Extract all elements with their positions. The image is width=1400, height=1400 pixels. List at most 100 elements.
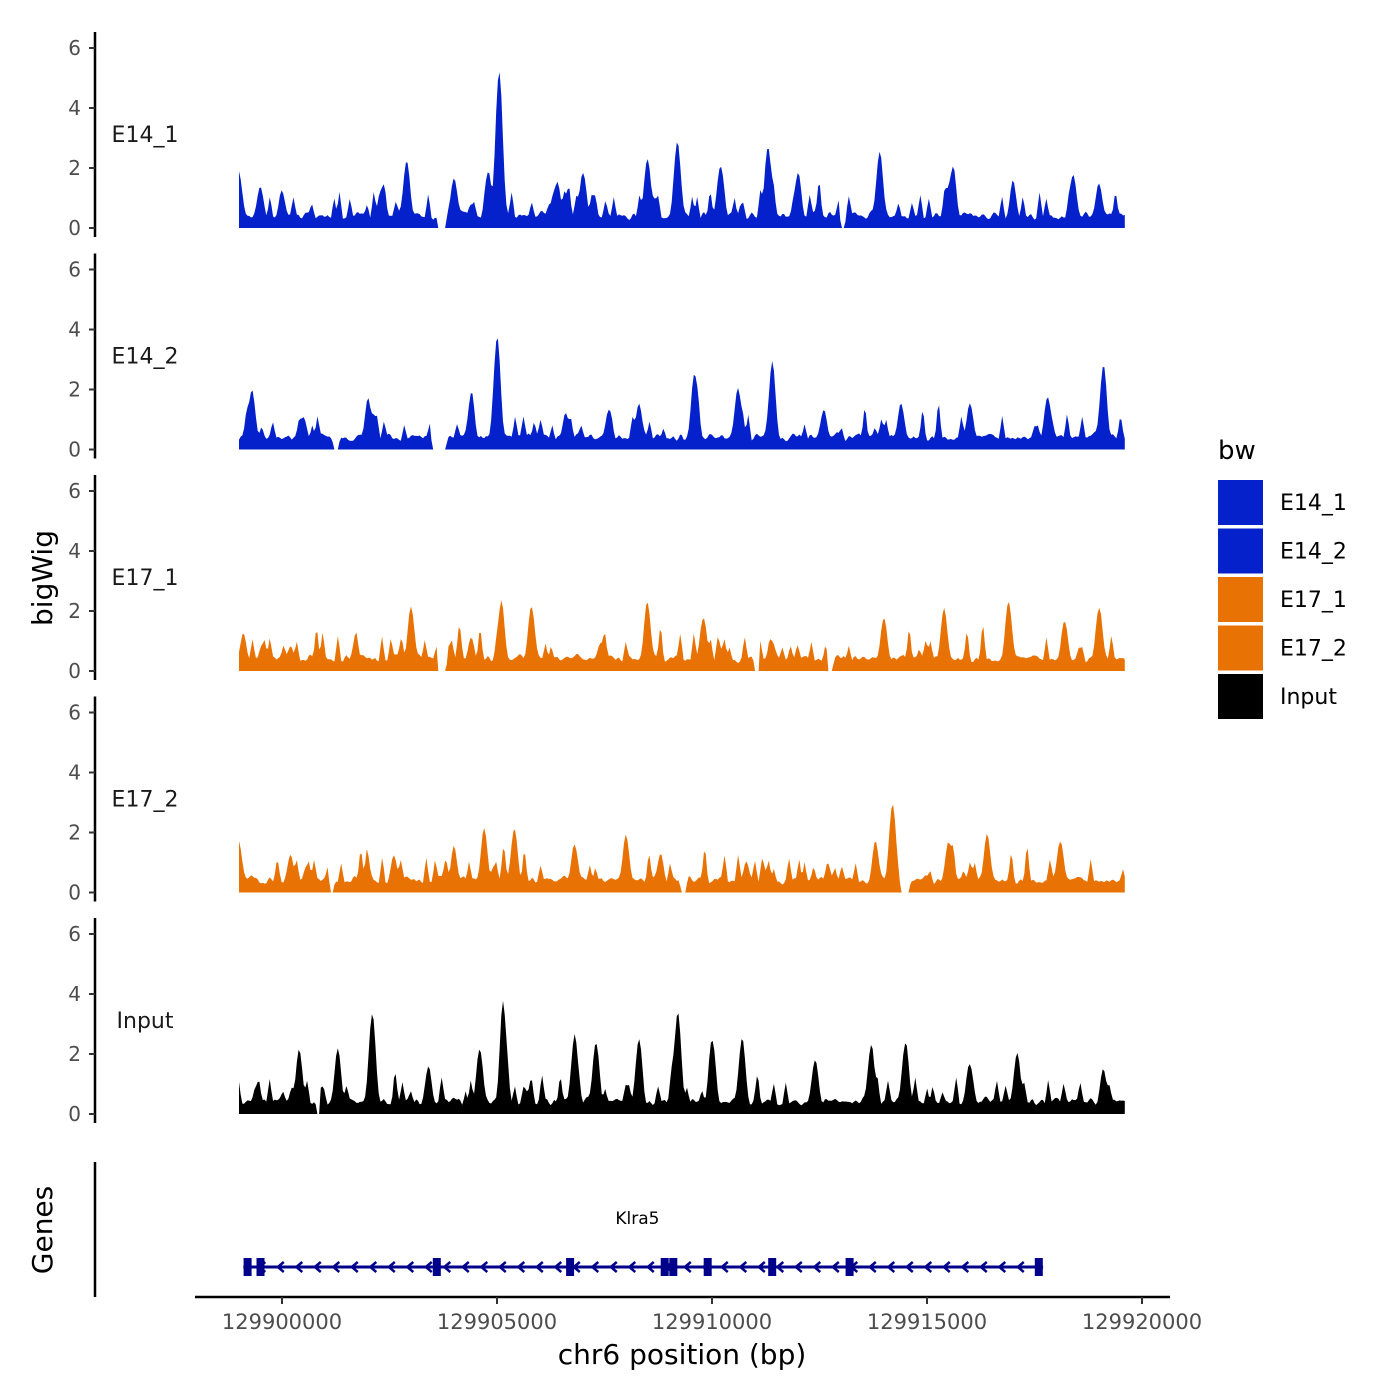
y-tick-label: 6 xyxy=(68,258,81,282)
strand-arrow xyxy=(886,1261,896,1273)
strand-arrow xyxy=(830,1261,840,1273)
strand-arrow xyxy=(1015,1261,1025,1273)
legend-swatch-e14_2 xyxy=(1218,528,1263,574)
gene-exon xyxy=(1034,1258,1043,1276)
strand-arrow xyxy=(442,1261,452,1273)
strand-arrow xyxy=(923,1261,933,1273)
legend-swatch-e17_2 xyxy=(1218,625,1263,671)
strand-arrow xyxy=(497,1261,507,1273)
bigwig-tracks: 0 2 4 6 E14_1 0 2 4 6 E14_2 0 2 4 6 E17_1 0 2 4 6 E17_2 0 2 4 6… xyxy=(68,32,1125,1126)
strand-arrow xyxy=(867,1261,877,1273)
gene-exon xyxy=(768,1258,777,1276)
gene-name-label: Klra5 xyxy=(615,1209,659,1229)
legend: bw E14_1 E14_2 E17_1 E17_2 Input xyxy=(1218,436,1347,719)
y-tick-label: 2 xyxy=(68,156,81,180)
gene-model xyxy=(243,1258,1044,1276)
track-label-e14_1: E14_1 xyxy=(112,123,179,148)
x-tick-label: 129900000 xyxy=(222,1310,342,1334)
track-label-input: Input xyxy=(117,1009,174,1034)
y-tick-label: 2 xyxy=(68,1042,81,1066)
y-tick-label: 4 xyxy=(68,539,81,563)
gene-exon xyxy=(845,1258,854,1276)
strand-arrow xyxy=(978,1261,988,1273)
strand-arrow xyxy=(534,1261,544,1273)
strand-arrow xyxy=(775,1261,785,1273)
genes-track: Genes Klra5 xyxy=(26,1162,1044,1297)
gene-exon xyxy=(566,1258,575,1276)
strand-arrow xyxy=(516,1261,526,1273)
strand-arrow xyxy=(738,1261,748,1273)
y-tick-label: 2 xyxy=(68,821,81,845)
coverage-area-e14_2 xyxy=(239,338,1125,450)
y-tick-label: 0 xyxy=(68,659,81,683)
coverage-area-e17_1 xyxy=(239,600,1125,671)
y-tick-label: 4 xyxy=(68,318,81,342)
track-panel-e14_1: 0 2 4 6 E14_1 xyxy=(68,32,1125,240)
strand-arrow xyxy=(719,1261,729,1273)
coverage-area-e14_1 xyxy=(239,72,1125,228)
strand-arrow xyxy=(349,1261,359,1273)
legend-label-e17_1: E17_1 xyxy=(1280,588,1347,613)
coverage-area-input xyxy=(239,1000,1125,1114)
y-tick-label: 0 xyxy=(68,881,81,905)
track-label-e17_1: E17_1 xyxy=(112,566,179,591)
y-tick-label: 0 xyxy=(68,216,81,240)
gene-exon xyxy=(256,1258,265,1276)
strand-arrow xyxy=(627,1261,637,1273)
y-tick-label: 6 xyxy=(68,479,81,503)
legend-swatch-e14_1 xyxy=(1218,480,1263,525)
strand-arrow xyxy=(423,1261,433,1273)
gene-exon xyxy=(432,1258,441,1276)
x-tick-label: 129905000 xyxy=(437,1310,557,1334)
strand-arrow xyxy=(312,1261,322,1273)
track-panel-e17_2: 0 2 4 6 E17_2 xyxy=(68,696,1125,905)
x-tick-label: 129915000 xyxy=(867,1310,987,1334)
legend-title: bw xyxy=(1218,436,1256,466)
legend-label-e14_1: E14_1 xyxy=(1280,491,1347,516)
y-tick-label: 6 xyxy=(68,922,81,946)
strand-arrow xyxy=(997,1261,1007,1273)
track-panel-input: 0 2 4 6 Input xyxy=(68,918,1125,1126)
strand-arrow xyxy=(331,1261,341,1273)
genes-track-title: Genes xyxy=(26,1186,59,1274)
strand-arrow xyxy=(904,1261,914,1273)
strand-arrow xyxy=(608,1261,618,1273)
x-axis-title: chr6 position (bp) xyxy=(558,1338,807,1371)
legend-swatch-input xyxy=(1218,674,1263,719)
y-tick-label: 4 xyxy=(68,761,81,785)
strand-arrow xyxy=(645,1261,655,1273)
legend-swatch-e17_1 xyxy=(1218,577,1263,622)
legend-label-input: Input xyxy=(1280,685,1337,710)
y-tick-label: 6 xyxy=(68,36,81,60)
y-tick-label: 2 xyxy=(68,378,81,402)
legend-label-e14_2: E14_2 xyxy=(1280,540,1347,565)
x-tick-label: 129910000 xyxy=(652,1310,772,1334)
strand-arrow xyxy=(793,1261,803,1273)
track-label-e14_2: E14_2 xyxy=(112,345,179,370)
y-tick-label: 2 xyxy=(68,599,81,623)
strand-arrow xyxy=(812,1261,822,1273)
y-tick-label: 4 xyxy=(68,96,81,120)
track-panel-e17_1: 0 2 4 6 E17_1 xyxy=(68,475,1125,683)
strand-arrow xyxy=(294,1261,304,1273)
coverage-area-e17_2 xyxy=(239,804,1125,893)
gene-exon xyxy=(703,1258,712,1276)
strand-arrow xyxy=(682,1261,692,1273)
gene-exon xyxy=(660,1258,669,1276)
x-axis: 129900000 129905000 129910000 129915000 1299… xyxy=(195,1295,1202,1371)
strand-arrow xyxy=(405,1261,415,1273)
gene-exon xyxy=(669,1258,678,1276)
strand-arrow xyxy=(386,1261,396,1273)
gene-exon xyxy=(243,1258,252,1276)
y-axis-title: bigWig xyxy=(26,530,59,626)
track-label-e17_2: E17_2 xyxy=(112,788,179,813)
strand-arrow xyxy=(756,1261,766,1273)
track-panel-e14_2: 0 2 4 6 E14_2 xyxy=(68,253,1125,462)
strand-arrow xyxy=(941,1261,951,1273)
strand-arrow xyxy=(590,1261,600,1273)
strand-arrow xyxy=(275,1261,285,1273)
x-tick-label: 129920000 xyxy=(1082,1310,1202,1334)
strand-arrow xyxy=(368,1261,378,1273)
legend-label-e17_2: E17_2 xyxy=(1280,637,1347,662)
